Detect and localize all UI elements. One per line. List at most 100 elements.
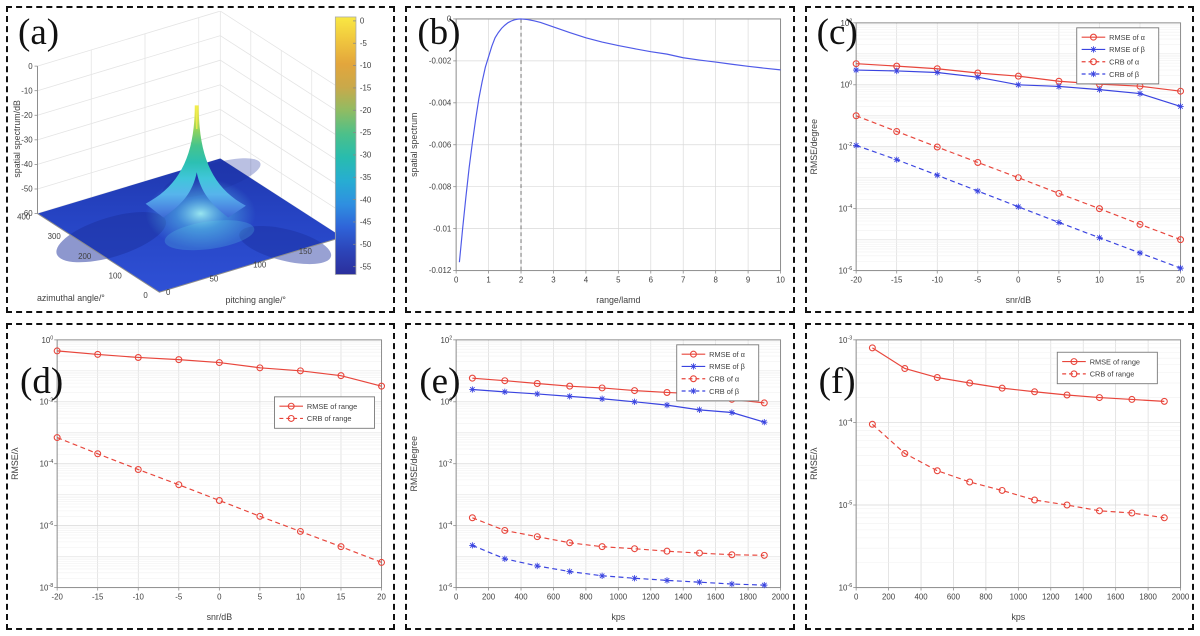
svg-text:RMSE of range: RMSE of range <box>307 402 357 411</box>
svg-text:RMSE of β: RMSE of β <box>1109 45 1145 54</box>
svg-text:RMSE/λ: RMSE/λ <box>10 447 20 480</box>
svg-text:10-6: 10-6 <box>838 583 852 592</box>
svg-text:-0.008: -0.008 <box>429 182 452 191</box>
svg-text:azimuthal angle/°: azimuthal angle/° <box>37 293 105 303</box>
svg-text:-35: -35 <box>360 173 372 182</box>
svg-text:-25: -25 <box>360 128 372 137</box>
svg-text:2: 2 <box>519 275 523 284</box>
svg-text:102: 102 <box>840 18 852 27</box>
svg-text:10: 10 <box>1095 275 1104 284</box>
svg-text:10-4: 10-4 <box>838 418 852 427</box>
svg-text:6: 6 <box>649 275 654 284</box>
svg-text:15: 15 <box>1135 275 1144 284</box>
svg-text:0: 0 <box>166 288 171 297</box>
svg-text:10-6: 10-6 <box>838 266 852 275</box>
svg-text:800: 800 <box>580 592 594 601</box>
svg-text:2000: 2000 <box>772 592 790 601</box>
svg-text:1600: 1600 <box>707 592 725 601</box>
svg-text:600: 600 <box>947 592 961 601</box>
svg-text:1800: 1800 <box>1139 592 1157 601</box>
svg-text:0: 0 <box>447 15 452 24</box>
svg-text:10-4: 10-4 <box>40 459 54 468</box>
svg-text:0: 0 <box>143 291 148 300</box>
svg-text:-5: -5 <box>360 39 368 48</box>
panel-d: (d) -20 -15 -10 -5 0 5 10 15 20 100 10-2 10-4 10-6 10… <box>6 323 396 630</box>
svg-text:5: 5 <box>616 275 621 284</box>
svg-text:20: 20 <box>377 592 386 601</box>
svg-text:-15: -15 <box>891 275 903 284</box>
svg-text:10-8: 10-8 <box>40 583 54 592</box>
svg-text:-10: -10 <box>931 275 943 284</box>
svg-text:20: 20 <box>1176 275 1185 284</box>
svg-text:-5: -5 <box>175 592 183 601</box>
svg-text:1600: 1600 <box>1107 592 1125 601</box>
svg-text:200: 200 <box>882 592 896 601</box>
svg-text:0: 0 <box>217 592 222 601</box>
svg-text:snr/dB: snr/dB <box>207 612 233 622</box>
panel-e-label: (e) <box>419 361 461 402</box>
svg-text:200: 200 <box>78 252 92 261</box>
svg-text:spatial spectrum: spatial spectrum <box>409 113 419 177</box>
rmse-range-vs-kps-plot: 0 200 400 600 800 1000 1200 1400 1600 1800 2000 10-… <box>808 335 1189 622</box>
panel-e: (e) 0 200 400 600 800 1000 1200 1400 1600 1800 200… <box>405 323 795 630</box>
svg-text:10-4: 10-4 <box>439 521 453 530</box>
svg-text:-0.01: -0.01 <box>434 224 452 233</box>
svg-text:2000: 2000 <box>1171 592 1189 601</box>
svg-text:150: 150 <box>299 247 313 256</box>
svg-text:-0.012: -0.012 <box>429 266 451 275</box>
svg-text:1200: 1200 <box>1042 592 1060 601</box>
svg-text:10-6: 10-6 <box>40 521 54 530</box>
svg-text:0: 0 <box>854 592 859 601</box>
svg-text:10: 10 <box>296 592 305 601</box>
svg-text:-20: -20 <box>51 592 63 601</box>
svg-text:400: 400 <box>914 592 928 601</box>
svg-text:400: 400 <box>17 212 31 221</box>
svg-text:10-2: 10-2 <box>40 397 54 406</box>
svg-text:range/lamd: range/lamd <box>597 295 641 305</box>
svg-text:RMSE of range: RMSE of range <box>1089 357 1139 366</box>
svg-text:102: 102 <box>441 335 453 344</box>
svg-text:800: 800 <box>979 592 993 601</box>
svg-text:pitching angle/°: pitching angle/° <box>225 295 285 305</box>
svg-text:7: 7 <box>681 275 685 284</box>
svg-text:-40: -40 <box>360 195 372 204</box>
svg-text:RMSE/λ: RMSE/λ <box>808 447 818 480</box>
svg-text:0: 0 <box>28 62 33 71</box>
svg-text:-50: -50 <box>360 240 372 249</box>
panel-c-label: (c) <box>816 12 858 53</box>
svg-text:1400: 1400 <box>1074 592 1092 601</box>
panel-d-label: (d) <box>20 361 64 402</box>
panel-a: (a) 0 -10 -20 -30 -40 -50 -60 400 300 200 100 0 0 50 1… <box>6 6 396 313</box>
svg-text:-20: -20 <box>850 275 862 284</box>
svg-text:-5: -5 <box>974 275 982 284</box>
svg-text:kps: kps <box>612 612 626 622</box>
svg-text:CRB of α: CRB of α <box>1109 57 1140 66</box>
svg-text:spatial spectrum/dB: spatial spectrum/dB <box>12 100 22 178</box>
svg-text:50: 50 <box>210 274 219 283</box>
panel-b-label: (b) <box>417 12 461 53</box>
svg-text:snr/dB: snr/dB <box>1005 295 1031 305</box>
svg-text:300: 300 <box>48 232 62 241</box>
svg-text:1400: 1400 <box>675 592 693 601</box>
svg-text:-60: -60 <box>21 209 33 218</box>
svg-text:-40: -40 <box>21 160 33 169</box>
svg-text:-50: -50 <box>21 185 33 194</box>
svg-text:CRB of β: CRB of β <box>709 387 739 396</box>
svg-text:15: 15 <box>337 592 346 601</box>
panel-f: (f) 0 200 400 600 800 1000 1200 1400 1600 1800 200… <box>804 323 1194 630</box>
svg-text:5: 5 <box>1056 275 1061 284</box>
svg-text:-10: -10 <box>21 86 33 95</box>
svg-text:100: 100 <box>840 80 852 89</box>
svg-text:1200: 1200 <box>642 592 660 601</box>
svg-text:8: 8 <box>714 275 719 284</box>
svg-text:RMSE of β: RMSE of β <box>709 362 745 371</box>
svg-text:-15: -15 <box>92 592 104 601</box>
svg-text:CRB of α: CRB of α <box>709 374 740 383</box>
svg-text:4: 4 <box>584 275 589 284</box>
panel-f-label: (f) <box>818 361 856 402</box>
svg-text:1: 1 <box>487 275 491 284</box>
svg-text:kps: kps <box>1011 612 1025 622</box>
svg-text:-10: -10 <box>133 592 145 601</box>
